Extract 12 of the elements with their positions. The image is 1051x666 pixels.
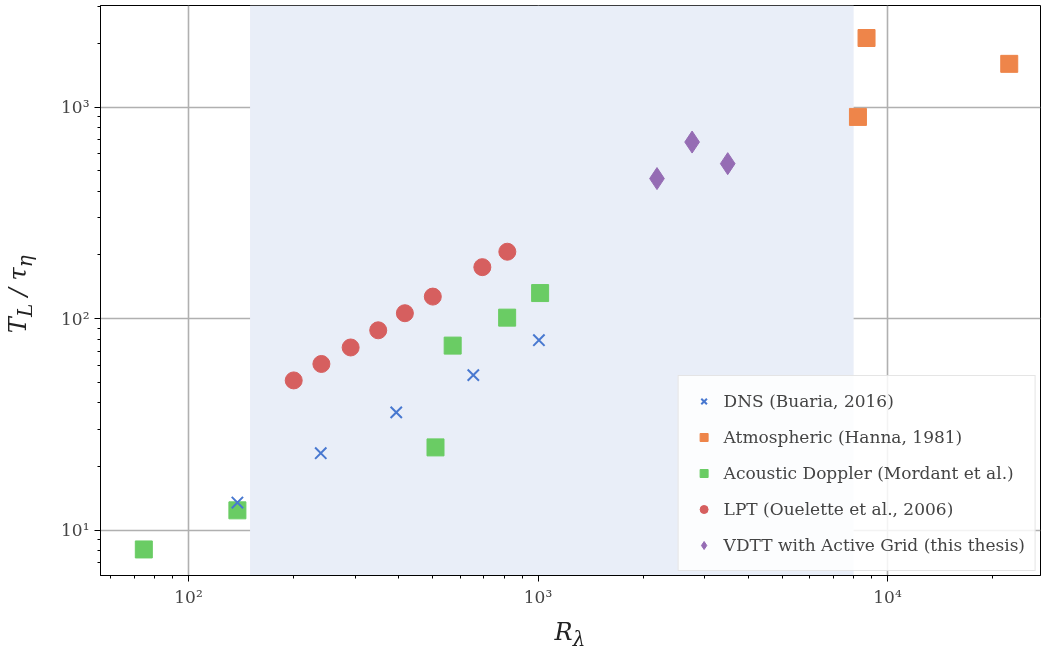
x-tick-label: 10² [174,586,203,607]
x-tick-label: 10³ [523,586,553,607]
legend-label: VDTT with Active Grid (this thesis) [723,534,1025,557]
legend-label: DNS (Buaria, 2016) [723,390,894,413]
y-tick-label: 10¹ [61,520,90,541]
x-tick-label: 10⁴ [873,586,902,607]
y-tick-label: 10³ [61,97,90,118]
legend-label: LPT (Ouelette et al., 2006) [723,498,954,521]
legend-label: Acoustic Doppler (Mordant et al.) [723,462,1014,485]
legend-label: Atmospheric (Hanna, 1981) [723,426,963,449]
y-tick-label: 10² [61,308,90,329]
x-axis-title: R$_{λ}$ [553,617,587,653]
